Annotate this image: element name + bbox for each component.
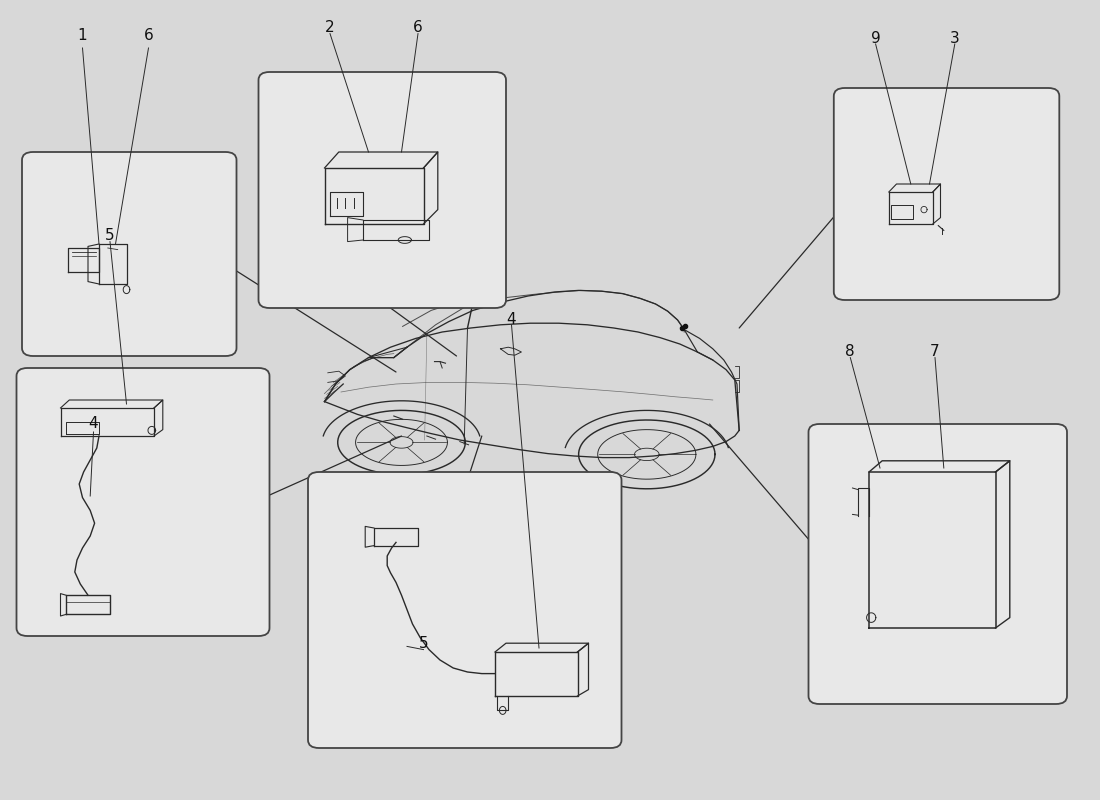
- Text: 4: 4: [89, 417, 98, 431]
- Text: 4: 4: [507, 313, 516, 327]
- FancyBboxPatch shape: [308, 472, 622, 748]
- FancyBboxPatch shape: [258, 72, 506, 308]
- Text: 3: 3: [950, 31, 959, 46]
- Text: 7: 7: [931, 345, 939, 359]
- FancyBboxPatch shape: [16, 368, 270, 636]
- FancyBboxPatch shape: [22, 152, 236, 356]
- Text: 2: 2: [326, 21, 334, 35]
- FancyBboxPatch shape: [808, 424, 1067, 704]
- FancyBboxPatch shape: [834, 88, 1059, 300]
- Text: 5: 5: [419, 637, 428, 651]
- Text: 6: 6: [144, 29, 153, 43]
- Text: 9: 9: [871, 31, 880, 46]
- Text: 1: 1: [78, 29, 87, 43]
- Text: 5: 5: [106, 229, 114, 243]
- Text: 8: 8: [846, 345, 855, 359]
- Text: 6: 6: [414, 21, 422, 35]
